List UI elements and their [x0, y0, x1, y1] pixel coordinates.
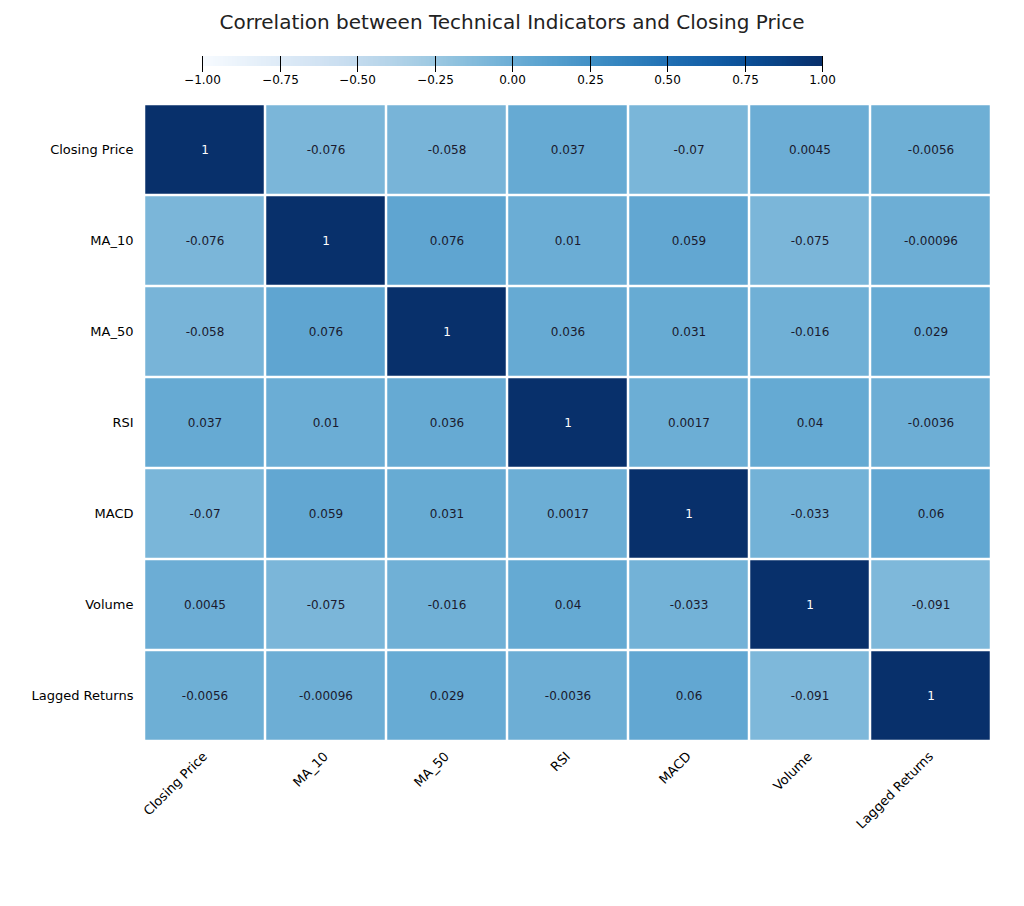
svg-text:0.0017: 0.0017: [547, 507, 589, 521]
svg-text:-0.076: -0.076: [307, 143, 346, 157]
svg-text:0.0045: 0.0045: [789, 143, 831, 157]
svg-text:0.036: 0.036: [551, 325, 585, 339]
svg-text:-0.0056: -0.0056: [908, 143, 954, 157]
svg-text:0.076: 0.076: [309, 325, 343, 339]
svg-text:Closing Price: Closing Price: [50, 142, 133, 157]
svg-text:-0.00096: -0.00096: [904, 234, 958, 248]
svg-text:0.059: 0.059: [309, 507, 343, 521]
svg-text:1: 1: [685, 507, 693, 521]
svg-text:0.06: 0.06: [676, 689, 703, 703]
svg-text:MA_50: MA_50: [90, 324, 133, 339]
svg-text:0.076: 0.076: [430, 234, 464, 248]
svg-text:−0.50: −0.50: [339, 73, 376, 87]
svg-text:-0.00096: -0.00096: [299, 689, 353, 703]
svg-text:-0.075: -0.075: [791, 234, 830, 248]
svg-text:0.029: 0.029: [914, 325, 948, 339]
svg-text:-0.033: -0.033: [670, 598, 709, 612]
svg-text:-0.075: -0.075: [307, 598, 346, 612]
svg-text:-0.0036: -0.0036: [545, 689, 591, 703]
svg-text:-0.0036: -0.0036: [908, 416, 954, 430]
svg-text:0.029: 0.029: [430, 689, 464, 703]
svg-text:MA_50: MA_50: [411, 749, 452, 790]
svg-text:MACD: MACD: [95, 506, 134, 521]
svg-text:MACD: MACD: [656, 749, 694, 787]
svg-text:MA_10: MA_10: [90, 233, 133, 248]
svg-text:0.06: 0.06: [918, 507, 945, 521]
svg-text:0.00: 0.00: [499, 73, 526, 87]
svg-text:0.0017: 0.0017: [668, 416, 710, 430]
svg-text:−0.25: −0.25: [417, 73, 454, 87]
svg-text:0.031: 0.031: [672, 325, 706, 339]
svg-text:Lagged Returns: Lagged Returns: [853, 749, 936, 832]
svg-text:0.037: 0.037: [188, 416, 222, 430]
svg-text:-0.016: -0.016: [791, 325, 830, 339]
svg-text:1: 1: [443, 325, 451, 339]
svg-text:0.25: 0.25: [577, 73, 604, 87]
svg-text:-0.058: -0.058: [428, 143, 467, 157]
svg-text:1: 1: [322, 234, 330, 248]
svg-text:0.04: 0.04: [797, 416, 824, 430]
svg-text:0.059: 0.059: [672, 234, 706, 248]
svg-text:Volume: Volume: [770, 749, 815, 794]
svg-text:1: 1: [927, 689, 935, 703]
svg-text:-0.07: -0.07: [189, 507, 220, 521]
svg-text:-0.091: -0.091: [791, 689, 830, 703]
svg-text:-0.033: -0.033: [791, 507, 830, 521]
svg-text:0.037: 0.037: [551, 143, 585, 157]
svg-text:RSI: RSI: [112, 415, 133, 430]
svg-text:0.04: 0.04: [555, 598, 582, 612]
svg-text:-0.091: -0.091: [912, 598, 951, 612]
svg-text:-0.016: -0.016: [428, 598, 467, 612]
svg-text:Lagged Returns: Lagged Returns: [31, 688, 133, 703]
svg-text:0.50: 0.50: [654, 73, 681, 87]
svg-text:RSI: RSI: [548, 749, 574, 775]
svg-text:Closing Price: Closing Price: [141, 749, 211, 819]
svg-text:0.75: 0.75: [732, 73, 759, 87]
html-text:Correlation between Technical: Correlation between Technical Indicators…: [219, 10, 805, 34]
svg-text:−0.75: −0.75: [262, 73, 299, 87]
svg-text:0.0045: 0.0045: [184, 598, 226, 612]
svg-text:1.00: 1.00: [809, 73, 836, 87]
svg-text:-0.076: -0.076: [186, 234, 225, 248]
svg-text:-0.07: -0.07: [673, 143, 704, 157]
svg-text:1: 1: [806, 598, 814, 612]
svg-text:Volume: Volume: [85, 597, 133, 612]
svg-text:0.01: 0.01: [555, 234, 582, 248]
svg-text:MA_10: MA_10: [290, 749, 331, 790]
svg-text:1: 1: [201, 143, 209, 157]
svg-text:0.036: 0.036: [430, 416, 464, 430]
svg-text:0.01: 0.01: [313, 416, 340, 430]
svg-text:1: 1: [564, 416, 572, 430]
svg-text:-0.0056: -0.0056: [182, 689, 228, 703]
svg-text:−1.00: −1.00: [184, 73, 221, 87]
svg-text:0.031: 0.031: [430, 507, 464, 521]
svg-text:-0.058: -0.058: [186, 325, 225, 339]
